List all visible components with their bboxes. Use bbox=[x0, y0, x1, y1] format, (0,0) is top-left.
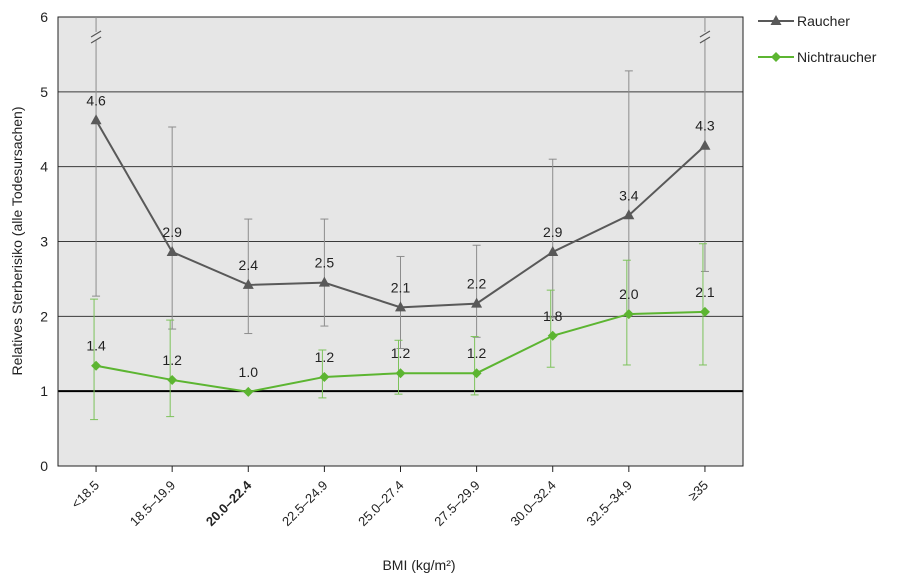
axis-break-slash bbox=[90, 30, 102, 38]
y-tick-label: 3 bbox=[40, 234, 48, 250]
marker-Nichtraucher bbox=[623, 309, 634, 320]
marker-Raucher bbox=[699, 139, 711, 150]
legend-label-Nichtraucher: Nichtraucher bbox=[797, 49, 877, 65]
marker-Raucher bbox=[547, 245, 559, 256]
x-tick-label: 30.0–32.4 bbox=[507, 478, 559, 530]
marker-Nichtraucher bbox=[91, 360, 102, 371]
data-label-Raucher: 2.2 bbox=[467, 276, 487, 292]
marker-Nichtraucher bbox=[547, 330, 558, 341]
data-label-Nichtraucher: 1.2 bbox=[391, 345, 411, 361]
axis-break-marks bbox=[90, 30, 711, 44]
x-tick-label: 32.5–34.9 bbox=[583, 478, 635, 530]
series-markers bbox=[90, 114, 711, 397]
data-label-Raucher: 4.6 bbox=[86, 92, 106, 108]
x-tick-label: 27.5–29.9 bbox=[431, 478, 483, 530]
y-tick-label: 2 bbox=[40, 308, 48, 324]
marker-Nichtraucher bbox=[319, 371, 330, 382]
marker-Raucher bbox=[318, 276, 330, 287]
axis-break-slash bbox=[90, 36, 102, 44]
marker-Raucher bbox=[90, 114, 102, 125]
marker-Nichtraucher bbox=[167, 374, 178, 385]
marker-Raucher bbox=[395, 301, 406, 312]
marker-Raucher bbox=[623, 209, 635, 220]
axis-break-gap bbox=[90, 31, 103, 40]
y-tick-label: 1 bbox=[40, 383, 48, 399]
y-tick-labels: 0 1 2 3 4 5 6 bbox=[40, 9, 48, 474]
data-label-Nichtraucher: 1.2 bbox=[467, 345, 487, 361]
data-label-Raucher: 2.9 bbox=[543, 224, 563, 240]
marker-Nichtraucher bbox=[471, 368, 482, 379]
data-label-Raucher: 2.9 bbox=[162, 224, 182, 240]
data-label-Nichtraucher: 2.0 bbox=[619, 286, 639, 302]
y-tick-label: 0 bbox=[40, 458, 48, 474]
data-label-Raucher: 2.1 bbox=[391, 279, 411, 295]
y-tick-label: 6 bbox=[40, 9, 48, 25]
x-tick-label: 22.5–24.9 bbox=[279, 478, 331, 530]
axis-break-slash bbox=[699, 36, 711, 44]
data-label-Nichtraucher: 1.8 bbox=[543, 308, 563, 324]
axis-break-slash bbox=[699, 30, 711, 38]
marker-Nichtraucher bbox=[395, 368, 406, 379]
axis-break-gap bbox=[698, 31, 711, 40]
x-tick-label: 20.0–22.4 bbox=[203, 477, 255, 529]
legend-marker-Raucher bbox=[770, 15, 782, 25]
y-tick-label: 5 bbox=[40, 84, 48, 100]
x-tick-label: ≥35 bbox=[685, 478, 711, 504]
x-axis-label: BMI (kg/m²) bbox=[382, 557, 455, 573]
data-label-Raucher: 2.4 bbox=[239, 257, 259, 273]
data-label-Nichtraucher: 1.4 bbox=[86, 338, 106, 354]
marker-Nichtraucher bbox=[699, 306, 710, 317]
data-label-Nichtraucher: 1.0 bbox=[239, 364, 259, 380]
data-label-Raucher: 3.4 bbox=[619, 187, 639, 203]
error-bars bbox=[90, 17, 709, 421]
data-label-Raucher: 2.5 bbox=[315, 255, 335, 271]
y-axis-label: Relatives Sterberisiko (alle Todesursach… bbox=[9, 107, 25, 376]
x-tick-label: <18.5 bbox=[68, 478, 102, 512]
data-labels: 4.6 2.9 2.4 2.5 2.1 2.2 2.9 3.4 4.3 1.4 1.2 1.0 1.2 1… bbox=[86, 92, 715, 380]
marker-Nichtraucher bbox=[243, 386, 254, 397]
legend-label-Raucher: Raucher bbox=[797, 13, 850, 29]
x-tick-labels: <18.5 18.5–19.9 20.0–22.4 22.5–24.9 25.0–27.… bbox=[68, 466, 711, 529]
data-label-Nichtraucher: 1.2 bbox=[315, 349, 335, 365]
data-label-Raucher: 4.3 bbox=[695, 118, 715, 134]
legend: Raucher Nichtraucher bbox=[758, 13, 877, 65]
marker-Raucher bbox=[166, 245, 178, 256]
marker-Raucher bbox=[242, 278, 254, 289]
x-tick-label: 18.5–19.9 bbox=[127, 478, 179, 530]
legend-marker-Nichtraucher bbox=[771, 52, 781, 62]
y-tick-label: 4 bbox=[40, 159, 48, 175]
x-tick-label: 25.0–27.4 bbox=[355, 478, 407, 530]
data-label-Nichtraucher: 2.1 bbox=[695, 284, 715, 300]
marker-Raucher bbox=[471, 297, 483, 308]
data-label-Nichtraucher: 1.2 bbox=[162, 352, 182, 368]
